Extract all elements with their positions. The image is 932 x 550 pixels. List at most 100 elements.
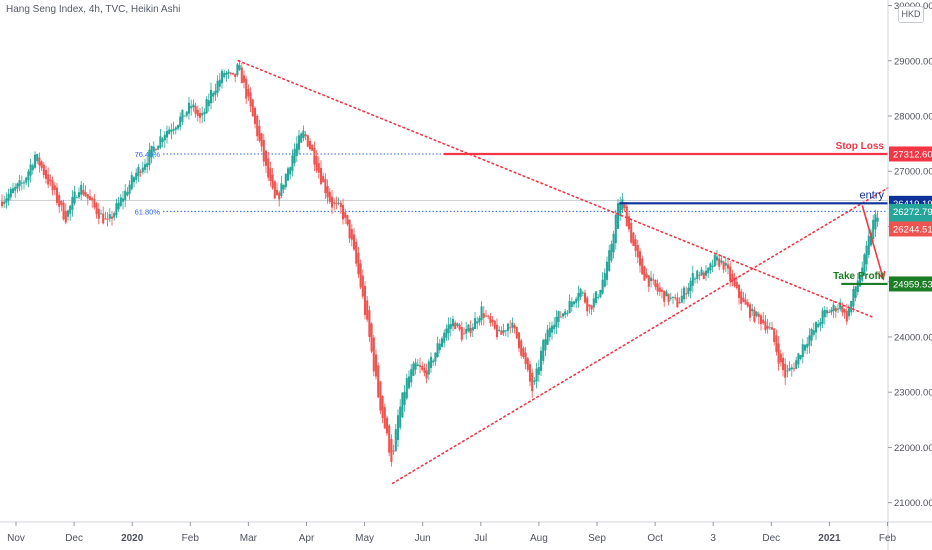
time-tick-label: Oct: [647, 533, 663, 544]
candle-body: [700, 269, 703, 276]
candle-body: [751, 308, 754, 312]
candle-body: [660, 289, 664, 292]
candle-body: [240, 67, 243, 84]
candle-body: [872, 219, 875, 239]
candle-body: [599, 289, 602, 298]
candle-body: [229, 72, 232, 74]
time-tick-label: Sep: [588, 533, 606, 544]
candle-body: [319, 167, 323, 184]
candle-body: [689, 280, 692, 291]
currency-button[interactable]: HKD: [898, 6, 924, 23]
time-tick-label: Nov: [7, 533, 25, 544]
candle-body: [480, 306, 483, 321]
fibonacci-levels: 76.40% 61.80%: [0, 150, 888, 216]
candle-body: [249, 92, 252, 107]
candle-body: [836, 308, 840, 310]
time-tick-label: Apr: [299, 533, 315, 544]
candle-body: [335, 202, 338, 204]
candle-body: [203, 112, 206, 115]
candle-body: [77, 192, 81, 198]
time-tick-label: Jun: [415, 533, 431, 544]
candle-body: [744, 299, 747, 305]
candle-body: [852, 288, 855, 307]
candle-body: [253, 107, 257, 124]
price-tick-label: 21000.00: [894, 498, 932, 509]
candle-body: [280, 183, 283, 196]
candle-body: [630, 222, 633, 243]
candle-body: [357, 252, 360, 275]
candle-body: [792, 368, 796, 370]
trade-levels: Stop Loss entry Take Profit: [444, 141, 888, 286]
candle-body: [168, 129, 171, 135]
time-axis: Nov Dec 2020 Feb Mar Apr May Jun Jul Aug Sep Oct 3 De…: [0, 521, 932, 544]
candle-body: [539, 350, 543, 371]
candle-body: [724, 263, 727, 266]
candle-body: [451, 318, 455, 327]
candle-body: [484, 315, 488, 317]
candle-body: [762, 319, 765, 324]
candle-body: [757, 313, 760, 317]
candle-body: [394, 429, 397, 451]
candle-body: [201, 113, 204, 116]
candle-body: [535, 368, 538, 382]
candle-body: [326, 186, 329, 198]
candle-body: [674, 297, 677, 299]
candle-body: [568, 300, 571, 314]
candle-body: [49, 179, 52, 182]
candle-body: [132, 177, 136, 183]
candle-body: [823, 309, 826, 318]
candle-body: [84, 192, 87, 197]
candle-body: [742, 297, 745, 302]
candle-body: [275, 189, 279, 196]
candle-body: [143, 164, 147, 170]
candle-body: [348, 219, 351, 239]
candle-body: [377, 365, 380, 398]
candle-body: [416, 364, 419, 367]
candle-body: [42, 164, 45, 176]
candle-body: [95, 203, 98, 215]
candle-body: [740, 291, 743, 304]
candle-body: [20, 182, 23, 184]
candle-body: [698, 274, 701, 276]
candle-body: [821, 310, 824, 324]
candle-body: [834, 307, 837, 312]
candle-body: [278, 192, 281, 200]
candle-body: [152, 146, 155, 152]
candle-body: [854, 286, 857, 298]
candle-body: [350, 229, 353, 240]
candle-body: [667, 293, 670, 302]
candle-body: [748, 304, 752, 318]
candle-body: [790, 367, 793, 370]
candle-body: [652, 279, 655, 281]
candle-body: [407, 376, 411, 389]
candle-body: [839, 302, 842, 310]
candle-body: [619, 204, 622, 217]
candle-body: [687, 287, 690, 294]
candle-body: [581, 292, 584, 294]
candle-body: [119, 197, 122, 206]
candle-body: [520, 340, 523, 356]
candle-body: [711, 265, 714, 267]
candle-body: [861, 267, 864, 281]
candle-body: [366, 300, 369, 320]
candle-body: [128, 184, 131, 194]
candle-body: [707, 267, 710, 274]
candle-body: [777, 343, 780, 364]
candle-body: [810, 329, 813, 341]
candle-body: [216, 80, 219, 93]
candle-body: [381, 395, 384, 419]
descending-trendline: [237, 59, 875, 319]
candle-body: [196, 109, 199, 116]
candle-body: [614, 214, 617, 244]
time-tick-label: 2021: [818, 533, 841, 544]
candle-body: [544, 339, 547, 351]
candle-body: [795, 360, 798, 369]
candle-body: [733, 277, 736, 287]
candle-body: [99, 213, 103, 215]
candle-body: [447, 324, 450, 334]
candle-body: [410, 369, 413, 383]
candle-body: [718, 258, 721, 267]
candle-body: [555, 316, 558, 327]
candle-body: [550, 325, 554, 333]
